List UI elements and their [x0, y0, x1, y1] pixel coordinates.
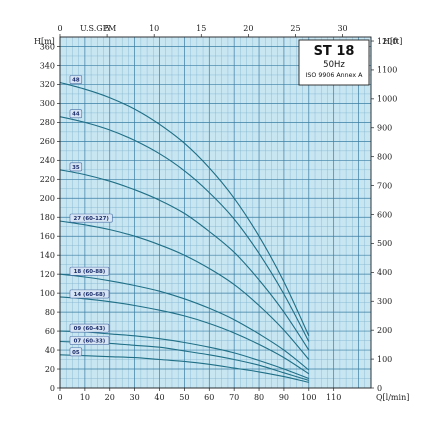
series-label-box [69, 213, 113, 223]
y-left-tick-label: 60 [45, 327, 55, 336]
y-right-tick-label: 1200 [377, 37, 397, 46]
chart-title: ST 18 [314, 44, 355, 59]
x-top-axis-label: U.S.GPM [80, 24, 116, 33]
series-label-box [69, 266, 110, 276]
x-bottom-tick-label: 20 [105, 393, 115, 402]
minor-gridlines [60, 36, 372, 388]
x-top-tick-label: 0 [57, 24, 62, 33]
y-left-tick-label: 320 [40, 80, 55, 89]
x-top-tick-label: 25 [290, 24, 300, 33]
y-left-tick-label: 300 [40, 99, 55, 108]
plot-frame [59, 36, 372, 389]
y-right-tick-label: 400 [377, 268, 392, 277]
top-axis-ticks: 0 5 10 15 20 25 30 [57, 24, 348, 37]
series-label: 48 [72, 78, 80, 84]
y-right-tick-label: 600 [377, 210, 392, 219]
x-bottom-tick-label: 0 [57, 393, 62, 402]
y-right-tick-label: 800 [377, 152, 392, 161]
y-right-tick-label: 700 [377, 181, 392, 190]
x-bottom-axis-label: Q[l/min] [376, 393, 409, 402]
x-bottom-tick-label: 90 [279, 393, 289, 402]
y-right-axis-label: H[ft] [383, 37, 402, 46]
series-label-box [69, 162, 83, 172]
y-left-tick-label: 80 [45, 308, 55, 317]
x-bottom-tick-label: 110 [326, 393, 341, 402]
x-top-tick-label: 5 [105, 24, 110, 33]
y-right-tick-label: 1100 [377, 66, 397, 75]
title-box-frame [298, 39, 370, 86]
series-label-box [69, 75, 83, 84]
y-left-tick-label: 240 [40, 156, 55, 165]
left-axis-ticks: 0 20 40 60 80 100 120 140 160 180 200 220 240 260 280 3… [40, 42, 60, 393]
series-line-09 (60-43) [59, 330, 309, 380]
bottom-axis-ticks: 0 10 20 30 40 50 60 70 80 90 100 110 [57, 388, 341, 402]
y-right-tick-label: 0 [377, 384, 382, 393]
series-label-box [69, 336, 110, 345]
series-label-box [69, 109, 83, 119]
series-line-35 [59, 169, 310, 351]
y-left-axis-label: H[m] [34, 37, 55, 46]
x-bottom-tick-label: 80 [254, 393, 264, 402]
y-left-tick-label: 40 [45, 346, 55, 355]
x-top-tick-label: 30 [337, 24, 347, 33]
series-label: 44 [72, 112, 80, 118]
series-line-44 [59, 116, 310, 342]
y-right-tick-label: 200 [377, 326, 392, 335]
y-left-tick-label: 100 [40, 289, 55, 298]
y-right-tick-label: 300 [377, 297, 392, 306]
y-left-tick-label: 280 [40, 118, 55, 127]
series-label: 35 [72, 165, 80, 171]
head-curves: 48 44 35 27 (60-127) 18 (60-88) 14 (60-68) 09 … [59, 75, 310, 383]
x-bottom-tick-label: 70 [229, 393, 239, 402]
series-label: 14 (60-68) [74, 292, 106, 298]
y-right-tick-label: 1000 [377, 95, 397, 104]
series-line-14 (60-68) [59, 296, 310, 375]
x-top-tick-label: 20 [243, 24, 253, 33]
x-top-tick-label: 15 [196, 24, 206, 33]
series-line-48 [59, 81, 310, 337]
y-left-tick-label: 120 [40, 270, 55, 279]
x-bottom-tick-label: 40 [154, 393, 164, 402]
series-label: 18 (60-88) [74, 269, 106, 275]
y-left-tick-label: 0 [50, 384, 55, 393]
series-label: 05 [72, 350, 80, 356]
y-right-tick-label: 900 [377, 124, 392, 133]
x-bottom-tick-label: 50 [179, 393, 189, 402]
series-line-18 (60-88) [59, 273, 310, 371]
x-top-tick-label: 10 [149, 24, 159, 33]
x-bottom-tick-label: 60 [204, 393, 214, 402]
series-line-27 (60-127) [59, 220, 310, 360]
x-bottom-tick-label: 100 [301, 393, 316, 402]
title-box: ST 18 50Hz ISO 9906 Annex A [298, 39, 370, 86]
y-left-tick-label: 20 [45, 365, 55, 374]
series-label: 07 (60-33) [74, 338, 106, 344]
series-label-box [69, 347, 83, 357]
y-left-tick-label: 180 [40, 213, 55, 222]
series-label-box [69, 323, 110, 333]
y-left-tick-label: 340 [40, 61, 55, 70]
chart-standard: ISO 9906 Annex A [306, 72, 364, 79]
y-left-tick-label: 220 [40, 175, 55, 184]
chart-subtitle: 50Hz [323, 60, 345, 70]
y-left-tick-label: 140 [40, 251, 55, 260]
series-line-05 [59, 354, 309, 383]
y-right-tick-label: 100 [377, 355, 392, 364]
series-label: 27 (60-127) [73, 216, 108, 222]
y-left-tick-label: 200 [40, 194, 55, 203]
y-left-tick-label: 260 [40, 137, 55, 146]
right-axis-ticks: 0 100 200 300 400 500 600 700 800 900 1000 1100 1200 [371, 37, 397, 393]
x-bottom-tick-label: 30 [130, 393, 140, 402]
y-left-tick-label: 160 [40, 232, 55, 241]
series-label-box [69, 289, 110, 299]
series-label: 09 (60-43) [74, 326, 106, 332]
x-bottom-tick-label: 10 [80, 393, 90, 402]
y-left-tick-label: 360 [40, 42, 55, 51]
y-right-tick-label: 500 [377, 239, 392, 248]
